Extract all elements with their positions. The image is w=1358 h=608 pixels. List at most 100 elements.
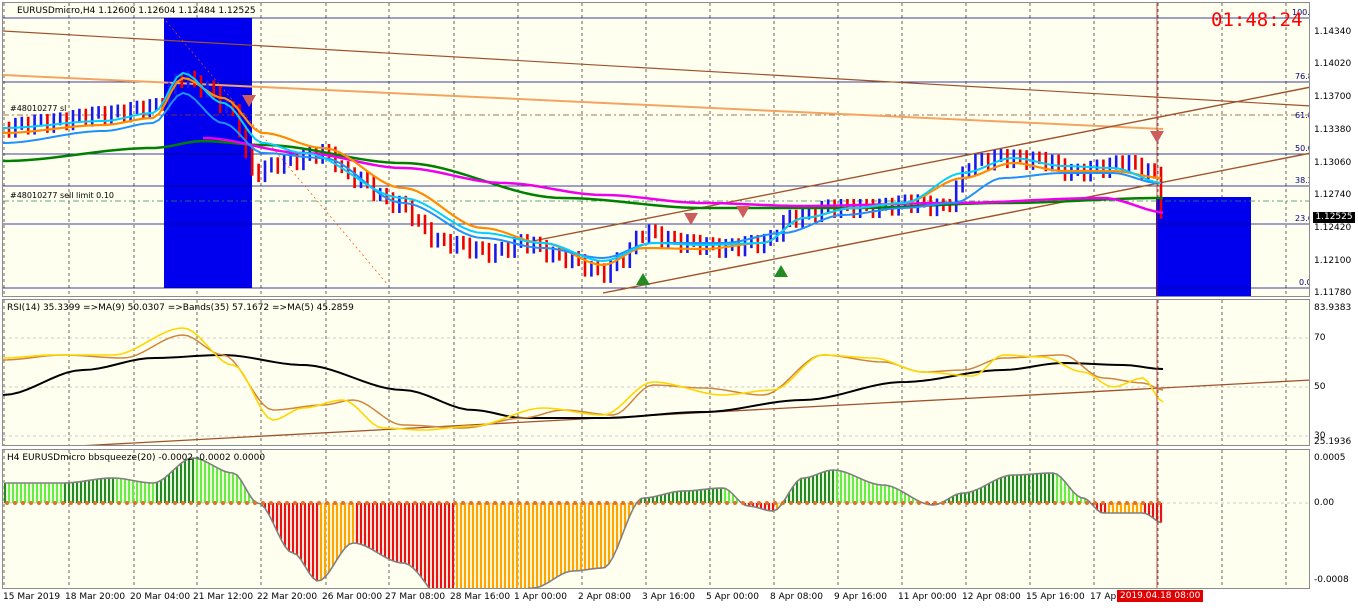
squeeze-dot xyxy=(1117,501,1121,505)
squeeze-dot xyxy=(549,501,553,505)
time-tick: 15 Apr 16:00 xyxy=(1026,592,1085,602)
rsi-pane[interactable]: RSI(14) 35.3399 =>MA(9) 50.0307 =>Bands(… xyxy=(2,299,1310,446)
squeeze-dot xyxy=(685,501,689,505)
rsi-axis[interactable]: 83.9383 70 50 30 25.1936 xyxy=(1310,299,1358,447)
squeeze-dot xyxy=(693,501,697,505)
channel-line xyxy=(602,152,1309,294)
squeeze-dot xyxy=(45,501,49,505)
squeeze-dot xyxy=(613,501,617,505)
chart-header: EURUSDmicro,H4 1.12600 1.12604 1.12484 1… xyxy=(17,6,256,16)
squeeze-dot xyxy=(101,501,105,505)
squeeze-dot xyxy=(1109,501,1113,505)
time-tick: 18 Mar 20:00 xyxy=(65,592,126,602)
squeeze-dot xyxy=(29,501,33,505)
moving-average-line xyxy=(202,136,1164,214)
squeeze-dot xyxy=(877,501,881,505)
squeeze-dot xyxy=(597,501,601,505)
squeeze-dot xyxy=(709,501,713,505)
squeeze-dot xyxy=(1061,501,1065,505)
squeeze-dot xyxy=(1037,501,1041,505)
squeeze-dot xyxy=(573,501,577,505)
squeeze-dot xyxy=(541,501,545,505)
squeeze-dot xyxy=(1125,501,1129,505)
time-tick: 21 Mar 12:00 xyxy=(193,592,254,602)
squeeze-dot xyxy=(1053,501,1057,505)
squeeze-dot xyxy=(901,501,905,505)
squeeze-dot xyxy=(1093,501,1097,505)
squeeze-dot xyxy=(1085,501,1089,505)
squeeze-dot xyxy=(349,501,353,505)
price-chart-pane[interactable]: EURUSDmicro,H4 1.12600 1.12604 1.12484 1… xyxy=(2,2,1310,297)
price-tick: 1.14340 xyxy=(1314,27,1352,37)
squeeze-dot xyxy=(517,501,521,505)
squeeze-dot xyxy=(405,501,409,505)
squeeze-dot xyxy=(1157,501,1161,505)
trend-line xyxy=(3,30,1309,107)
squeeze-dot xyxy=(981,501,985,505)
squeeze-dot xyxy=(701,501,705,505)
squeeze-dot xyxy=(797,501,801,505)
squeeze-dot xyxy=(1005,501,1009,505)
current-time-marker: 2019.04.18 08:00 xyxy=(1117,590,1204,602)
bbsqueeze-pane[interactable]: H4 EURUSDmicro bbsqueeze(20) -0.0002 -0.… xyxy=(2,449,1310,589)
squeeze-dot xyxy=(621,501,625,505)
squeeze-dot xyxy=(1069,501,1073,505)
squeeze-dot xyxy=(677,501,681,505)
rsi-tick: 83.9383 xyxy=(1314,303,1352,313)
squeeze-dot xyxy=(325,501,329,505)
squeeze-dot xyxy=(285,501,289,505)
squeeze-dot xyxy=(989,501,993,505)
channel-line xyxy=(532,86,1309,242)
squeeze-dot xyxy=(789,501,793,505)
squeeze-dot xyxy=(997,501,1001,505)
squeeze-dot xyxy=(341,501,345,505)
squeeze-dot xyxy=(173,501,177,505)
squeeze-dot xyxy=(1077,501,1081,505)
time-tick: 1 Apr 00:00 xyxy=(514,592,567,602)
squeeze-dot xyxy=(445,501,449,505)
squeeze-dot xyxy=(869,501,873,505)
rsi-header: RSI(14) 35.3399 =>MA(9) 50.0307 =>Bands(… xyxy=(7,303,354,313)
squeeze-dot xyxy=(589,501,593,505)
time-axis[interactable]: 15 Mar 2019 18 Mar 20:00 20 Mar 04:00 21… xyxy=(0,589,1358,608)
time-tick: 28 Mar 16:00 xyxy=(450,592,511,602)
squeeze-dot xyxy=(269,501,273,505)
squeeze-dot xyxy=(741,501,745,505)
sell-limit-label: #48010277 sell limit 0.10 xyxy=(10,191,114,200)
bbsqueeze-canvas[interactable] xyxy=(3,450,1310,589)
squeeze-dot xyxy=(637,501,641,505)
squeeze-dot xyxy=(109,501,113,505)
squeeze-dot xyxy=(653,501,657,505)
buy-arrow xyxy=(636,273,650,285)
squeeze-dot xyxy=(477,501,481,505)
squeeze-dot xyxy=(645,501,649,505)
squeeze-dot xyxy=(205,501,209,505)
squeeze-dot xyxy=(1029,501,1033,505)
squeeze-dot xyxy=(5,501,9,505)
squeeze-dot xyxy=(61,501,65,505)
squeeze-dot xyxy=(1149,501,1153,505)
squeeze-dot xyxy=(605,501,609,505)
squeeze-dot xyxy=(413,501,417,505)
squeeze-dot xyxy=(853,501,857,505)
squeeze-dot xyxy=(53,501,57,505)
fib-level-label: 0.0 xyxy=(1299,278,1309,287)
rsi-canvas[interactable] xyxy=(3,300,1310,446)
squeeze-dot xyxy=(581,501,585,505)
squeeze-dot xyxy=(717,501,721,505)
price-tick: 1.11780 xyxy=(1314,288,1352,298)
price-tick: 1.12740 xyxy=(1314,190,1352,200)
rsi-tick: 25.1936 xyxy=(1314,437,1352,447)
supply-zone xyxy=(1156,197,1251,296)
squeeze-dot xyxy=(565,501,569,505)
squeeze-dot xyxy=(213,501,217,505)
rsi-tick: 30 xyxy=(1314,431,1326,441)
time-tick: 15 Mar 2019 xyxy=(3,592,61,602)
time-tick: 20 Mar 04:00 xyxy=(130,592,191,602)
bbsqueeze-axis[interactable]: 0.0005 0.00 -0.0008 xyxy=(1310,449,1358,589)
price-chart-canvas[interactable] xyxy=(3,3,1310,297)
squeeze-dot xyxy=(917,501,921,505)
fib-level-label: 61.8 xyxy=(1295,111,1309,120)
price-axis[interactable]: 1.14340 1.14020 1.13700 1.13380 1.13060 … xyxy=(1310,2,1358,298)
squeeze-dot xyxy=(85,501,89,505)
